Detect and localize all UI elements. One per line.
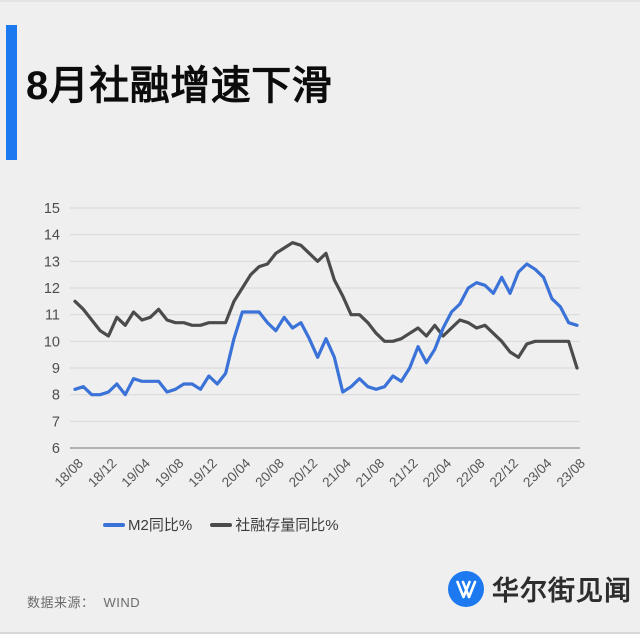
legend-swatch [103,522,125,527]
legend-item: M2同比% [103,514,192,535]
y-axis-label: 10 [44,334,60,350]
page-title: 8月社融增速下滑 [26,64,333,108]
wscn-logo-icon [448,570,484,607]
data-source: 数据来源： WIND [27,592,140,611]
x-axis-label: 21/08 [353,456,388,491]
x-axis-label: 22/08 [453,456,488,491]
legend-label: 社融存量同比% [235,517,339,534]
x-axis-label: 20/08 [252,456,287,491]
y-axis-label: 7 [52,414,60,430]
legend-item: 社融存量同比% [210,514,339,535]
series-line-社融存量同比% [73,241,579,370]
x-axis-label: 22/04 [420,455,455,490]
x-axis-label: 19/08 [152,456,187,491]
x-axis-label: 19/04 [119,455,154,490]
y-axis-label: 15 [44,201,60,217]
x-axis-label: 19/12 [185,456,220,491]
x-axis-label: 21/12 [386,456,421,491]
brand-logo: 华尔街见闻 [448,569,632,608]
x-axis-label: 20/04 [219,455,254,490]
data-source-value: WIND [103,595,141,610]
accent-bar [6,25,17,160]
legend-swatch [210,522,233,527]
w-glyph-icon [456,580,477,598]
y-axis-label: 14 [44,228,60,244]
y-axis-label: 8 [52,388,60,404]
x-axis-label: 20/12 [286,456,321,491]
y-axis-label: 13 [44,254,60,270]
x-axis-label: 18/08 [52,456,87,491]
legend-label: M2同比% [128,517,193,534]
x-axis-label: 23/04 [520,455,555,490]
y-axis-label: 12 [44,281,60,297]
y-axis-label: 9 [52,361,60,377]
x-axis-label: 22/12 [487,456,522,491]
chart-legend: M2同比% 社融存量同比% [103,514,339,535]
x-axis-label: 23/08 [554,456,589,491]
y-axis-label: 6 [52,441,60,457]
data-source-label: 数据来源： [27,595,95,610]
x-axis-label: 21/04 [319,455,354,490]
brand-name: 华尔街见闻 [492,576,632,606]
y-axis-label: 11 [45,308,60,324]
x-axis-label: 18/12 [85,456,120,491]
series-line-M2同比% [73,262,579,397]
